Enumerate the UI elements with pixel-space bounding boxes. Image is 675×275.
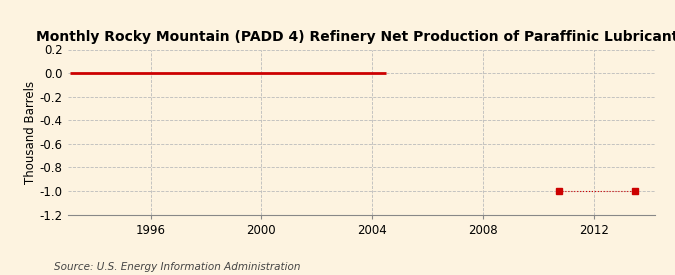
Y-axis label: Thousand Barrels: Thousand Barrels — [24, 80, 36, 184]
Title: Monthly Rocky Mountain (PADD 4) Refinery Net Production of Paraffinic Lubricants: Monthly Rocky Mountain (PADD 4) Refinery… — [36, 30, 675, 44]
Text: Source: U.S. Energy Information Administration: Source: U.S. Energy Information Administ… — [54, 262, 300, 272]
